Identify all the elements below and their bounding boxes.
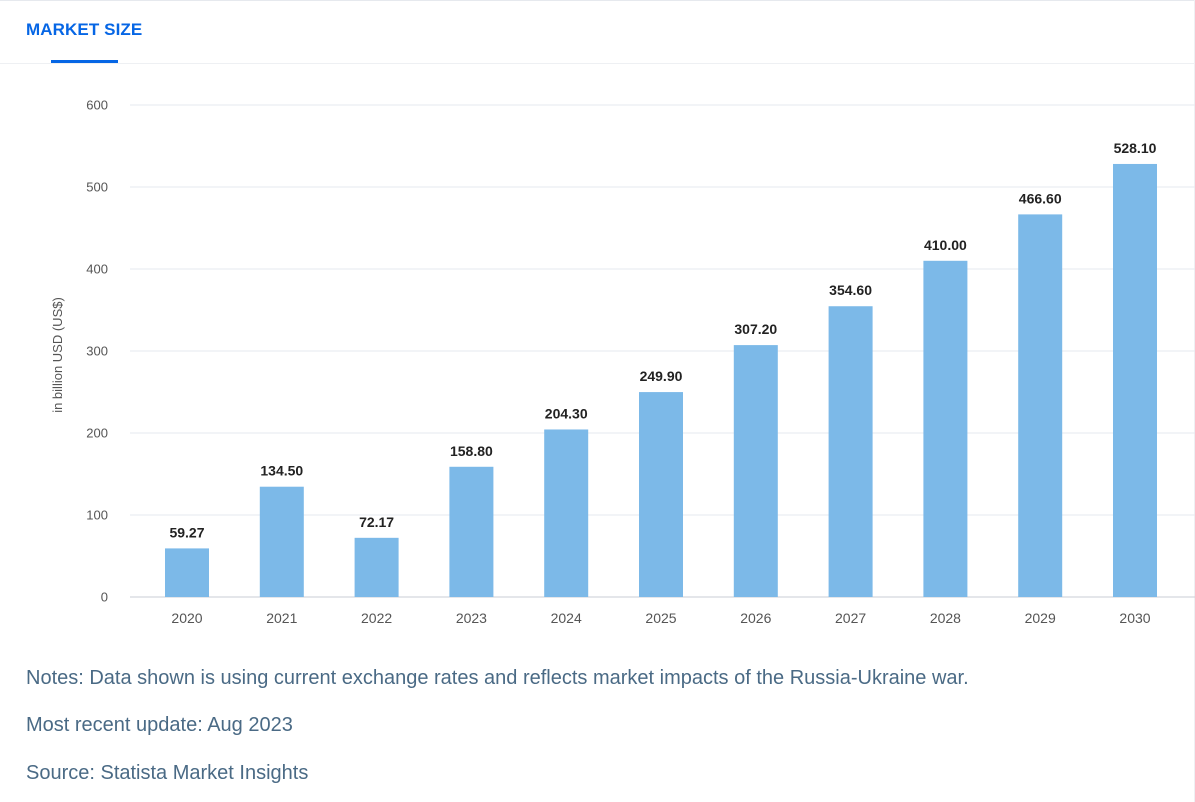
- bar: [828, 306, 873, 597]
- data-label: 410.00: [924, 237, 967, 253]
- chart-update-date: Most recent update: Aug 2023: [26, 714, 293, 736]
- x-tick-label: 2024: [551, 610, 582, 626]
- bar: [639, 392, 683, 597]
- x-tick-label: 2021: [266, 610, 297, 626]
- data-label: 307.20: [734, 321, 777, 337]
- bar: [449, 466, 494, 597]
- data-label: 158.80: [450, 443, 493, 459]
- bar: [1018, 214, 1063, 597]
- chart-source: Source: Statista Market Insights: [26, 762, 309, 784]
- x-tick-label: 2025: [645, 610, 676, 626]
- y-tick-label: 300: [86, 344, 108, 359]
- y-tick-label: 200: [86, 426, 108, 441]
- x-tick-label: 2030: [1119, 610, 1150, 626]
- bar: [923, 260, 968, 597]
- bar: [544, 429, 589, 597]
- y-tick-label: 100: [86, 508, 108, 523]
- chart-notes: Notes: Data shown is using current excha…: [26, 667, 969, 689]
- bar: [259, 486, 304, 597]
- y-tick-label: 0: [101, 590, 108, 605]
- data-label: 72.17: [359, 514, 394, 530]
- tab-market-size[interactable]: MARKET SIZE: [26, 20, 143, 39]
- data-label: 204.30: [545, 405, 588, 421]
- market-size-bar-chart: 0 100 200 300 400 500 600 in billion USD (US$) 5…: [50, 98, 1195, 626]
- tab-divider: [0, 63, 1195, 64]
- data-label: 59.27: [169, 524, 204, 540]
- bar: [1113, 163, 1157, 597]
- x-tick-label: 2027: [835, 610, 866, 626]
- y-tick-label: 500: [86, 180, 108, 195]
- x-tick-label: 2028: [930, 610, 961, 626]
- tab-active-indicator: [51, 60, 118, 63]
- y-tick-label: 400: [86, 262, 108, 277]
- x-tick-label: 2022: [361, 610, 392, 626]
- data-label: 134.50: [260, 463, 303, 479]
- y-axis-title: in billion USD (US$): [50, 297, 65, 413]
- data-label: 528.10: [1114, 140, 1157, 156]
- x-tick-label: 2020: [171, 610, 202, 626]
- bar: [733, 345, 778, 597]
- x-tick-label: 2026: [740, 610, 771, 626]
- x-tick-label: 2023: [456, 610, 487, 626]
- bar: [354, 537, 399, 597]
- top-border: [0, 0, 1195, 1]
- data-label: 354.60: [829, 282, 872, 298]
- bar: [165, 548, 209, 597]
- data-label: 466.60: [1019, 190, 1062, 206]
- data-label: 249.90: [640, 368, 683, 384]
- y-tick-label: 600: [86, 98, 108, 113]
- x-tick-label: 2029: [1025, 610, 1056, 626]
